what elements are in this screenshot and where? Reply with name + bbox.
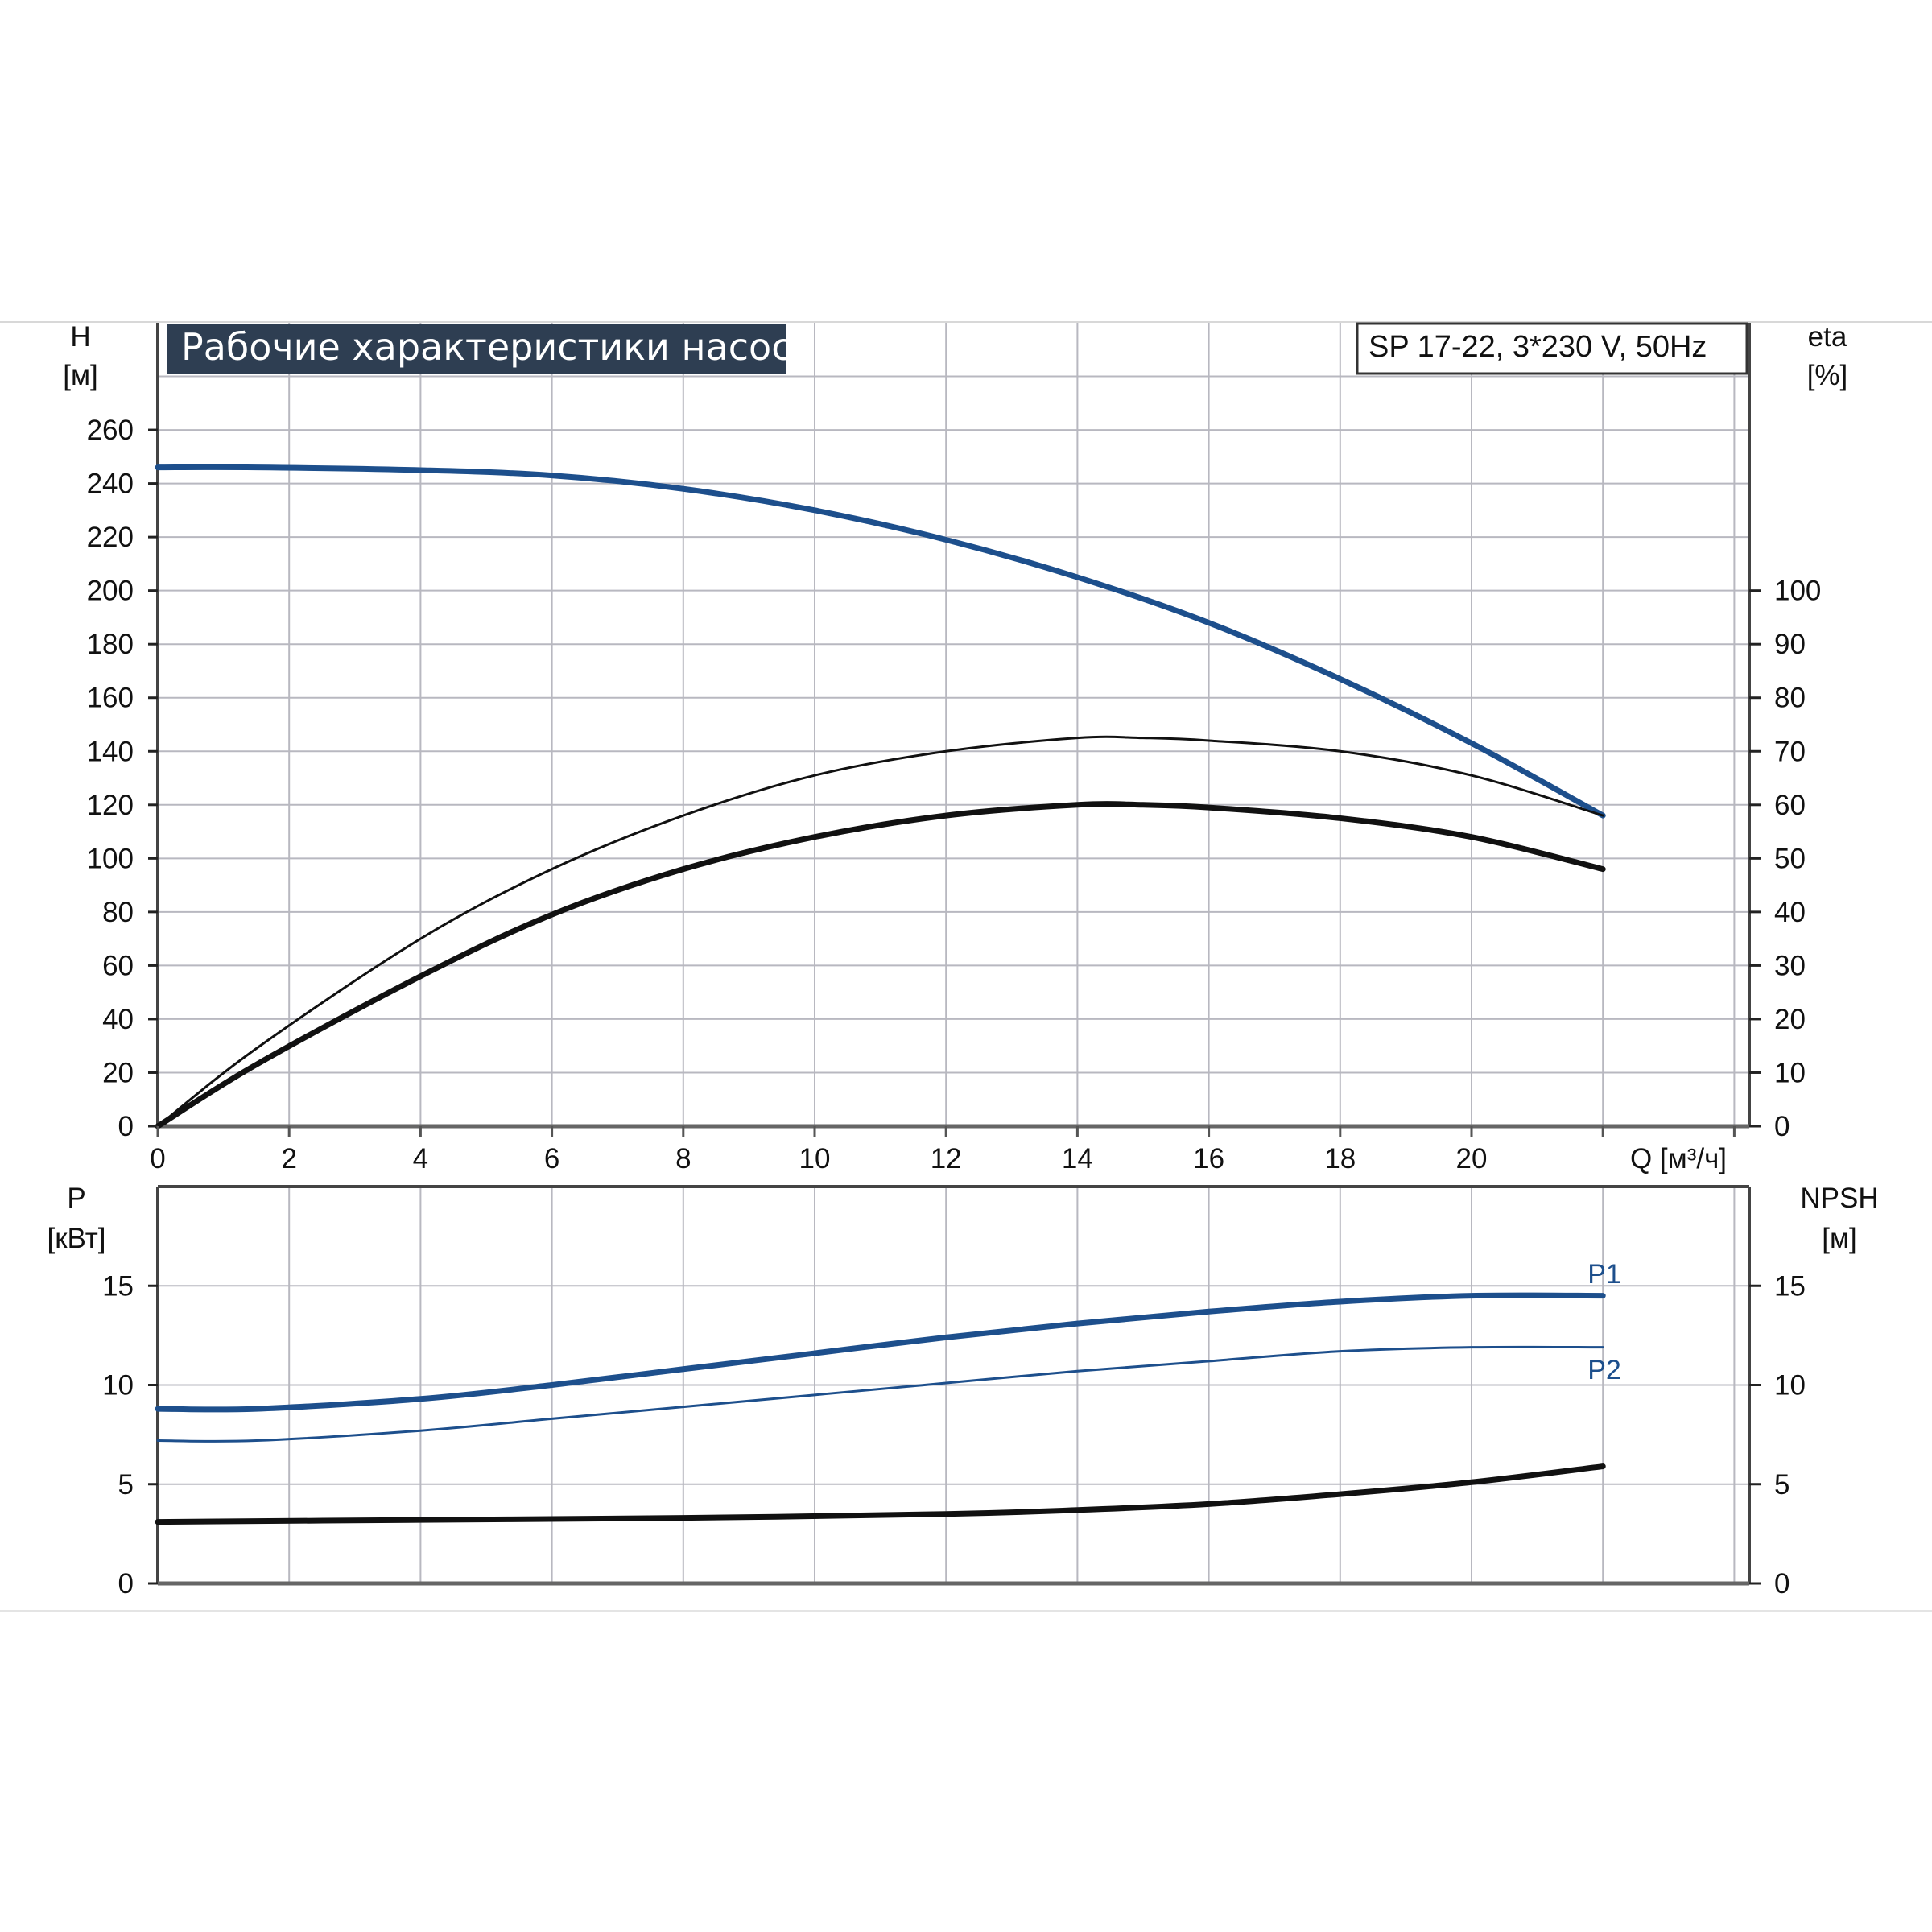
h-axis-unit: [м] xyxy=(63,360,98,391)
y-tick-label: 0 xyxy=(118,1568,134,1600)
y-tick-label: 40 xyxy=(102,1004,134,1035)
y-tick-label: 10 xyxy=(102,1370,134,1402)
npsh-axis-unit: [м] xyxy=(1822,1223,1857,1254)
h-axis-label: H xyxy=(70,321,90,353)
model-box xyxy=(1356,322,1748,375)
y-right-tick-label: 50 xyxy=(1774,843,1806,874)
model-label: SP 17-22, 3*230 V, 50Hz xyxy=(1368,330,1707,364)
y-tick-label: 160 xyxy=(87,683,134,714)
p2-curve-label: P2 xyxy=(1587,1355,1621,1385)
y-right-tick-label: 80 xyxy=(1774,683,1806,714)
title-box xyxy=(167,324,786,374)
y-right-tick-label: 10 xyxy=(1774,1057,1806,1088)
x-tick-label: 2 xyxy=(281,1143,296,1174)
x-tick-label: 10 xyxy=(799,1143,831,1174)
y-right-tick-label: 0 xyxy=(1774,1111,1790,1142)
x-tick-label: 20 xyxy=(1456,1143,1488,1174)
y-tick-label: 15 xyxy=(102,1270,134,1302)
y-tick-label: 140 xyxy=(87,736,134,767)
q-axis-label: Q [м³/ч] xyxy=(1630,1143,1727,1174)
y-tick-label: 0 xyxy=(118,1111,134,1142)
curve-p2 xyxy=(156,1345,1604,1443)
y-right-tick-label: 10 xyxy=(1774,1370,1806,1402)
x-tick-label: 16 xyxy=(1193,1143,1224,1174)
curve-h xyxy=(155,464,1606,819)
curve-eta-total xyxy=(155,801,1606,1129)
y-right-tick-label: 40 xyxy=(1774,897,1806,928)
y-right-tick-label: 30 xyxy=(1774,950,1806,981)
y-tick-label: 80 xyxy=(102,897,134,928)
y-tick-label: 20 xyxy=(102,1057,134,1088)
x-tick-label: 18 xyxy=(1324,1143,1356,1174)
y-right-tick-label: 15 xyxy=(1774,1270,1806,1302)
y-right-tick-label: 90 xyxy=(1774,629,1806,660)
y-right-tick-label: 70 xyxy=(1774,736,1806,767)
curve-p1 xyxy=(155,1292,1606,1413)
y-tick-label: 60 xyxy=(102,950,134,981)
eta-axis-unit: [%] xyxy=(1807,360,1848,391)
p1-curve-label: P1 xyxy=(1587,1259,1621,1290)
chart-title: Рабочие характеристики насоса xyxy=(181,325,815,369)
y-tick-label: 100 xyxy=(87,843,134,874)
npsh-axis-label: NPSH xyxy=(1800,1183,1878,1214)
p-axis-label: P xyxy=(67,1183,85,1214)
eta-axis-label: eta xyxy=(1808,321,1847,353)
x-tick-label: 14 xyxy=(1062,1143,1093,1174)
y-right-tick-label: 100 xyxy=(1774,576,1821,607)
y-tick-label: 5 xyxy=(118,1469,134,1501)
y-tick-label: 240 xyxy=(87,469,134,500)
x-tick-label: 4 xyxy=(413,1143,428,1174)
p-axis-unit: [кВт] xyxy=(47,1223,106,1254)
y-tick-label: 120 xyxy=(87,790,134,821)
y-right-tick-label: 5 xyxy=(1774,1469,1790,1501)
x-tick-label: 12 xyxy=(931,1143,962,1174)
y-right-tick-label: 0 xyxy=(1774,1568,1790,1600)
x-tick-label: 8 xyxy=(675,1143,691,1174)
y-tick-label: 260 xyxy=(87,415,134,446)
y-tick-label: 200 xyxy=(87,576,134,607)
curve-eta-pump xyxy=(156,735,1604,1128)
y-right-tick-label: 60 xyxy=(1774,790,1806,821)
curve-npsh xyxy=(155,1463,1606,1525)
x-tick-label: 0 xyxy=(150,1143,165,1174)
y-tick-label: 180 xyxy=(87,629,134,660)
y-tick-label: 220 xyxy=(87,522,134,553)
y-right-tick-label: 20 xyxy=(1774,1004,1806,1035)
x-tick-label: 6 xyxy=(544,1143,559,1174)
